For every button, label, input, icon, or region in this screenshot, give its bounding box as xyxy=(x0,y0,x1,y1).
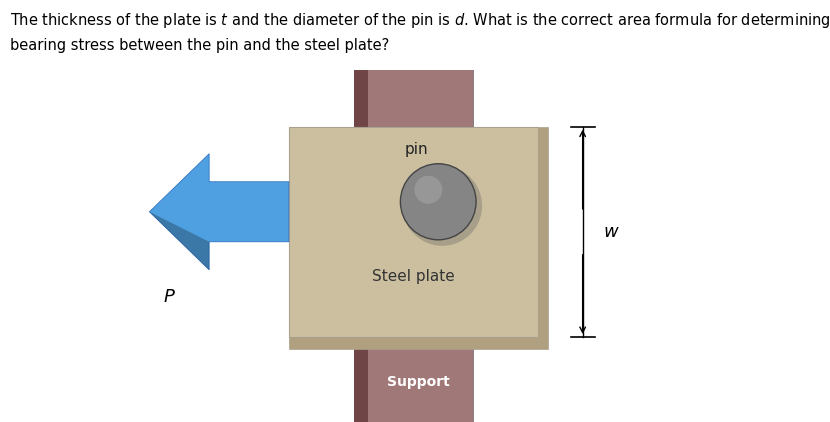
Polygon shape xyxy=(149,212,209,270)
Text: Support: Support xyxy=(387,375,450,389)
FancyBboxPatch shape xyxy=(289,337,538,349)
FancyBboxPatch shape xyxy=(354,0,473,127)
FancyBboxPatch shape xyxy=(354,337,473,422)
Text: bearing stress between the pin and the steel plate?: bearing stress between the pin and the s… xyxy=(10,38,389,53)
Text: $w$: $w$ xyxy=(603,223,619,241)
Polygon shape xyxy=(149,154,289,270)
FancyBboxPatch shape xyxy=(538,127,548,349)
FancyBboxPatch shape xyxy=(354,337,368,422)
FancyBboxPatch shape xyxy=(289,127,538,337)
Circle shape xyxy=(403,166,482,246)
Circle shape xyxy=(400,164,476,240)
Text: pin: pin xyxy=(404,142,428,157)
Text: $P$: $P$ xyxy=(163,288,176,306)
FancyBboxPatch shape xyxy=(354,0,368,127)
Text: Steel plate: Steel plate xyxy=(372,269,455,284)
Text: The thickness of the plate is $t$ and the diameter of the pin is $d$. What is th: The thickness of the plate is $t$ and th… xyxy=(10,11,830,30)
Circle shape xyxy=(414,176,442,204)
